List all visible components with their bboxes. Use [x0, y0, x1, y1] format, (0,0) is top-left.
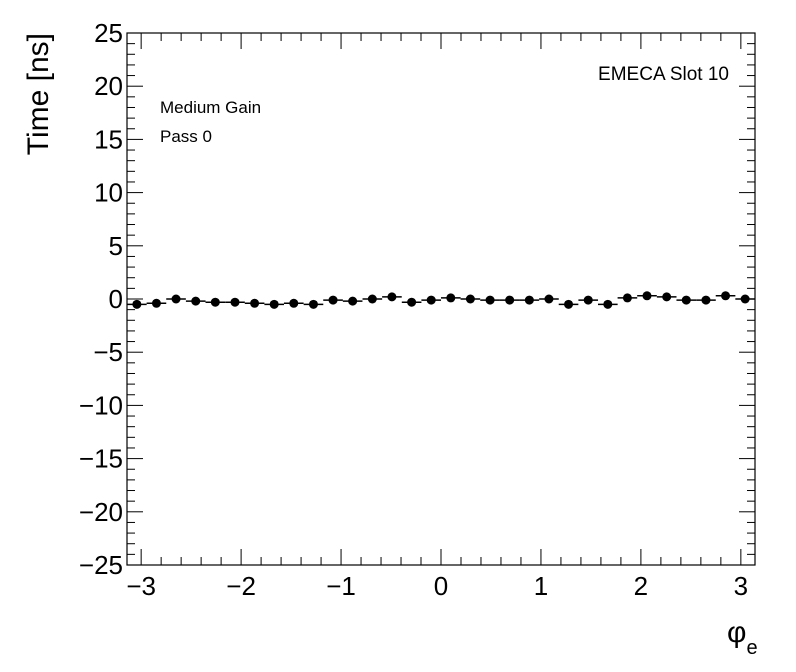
x-axis-title: φe [727, 616, 758, 659]
data-point [446, 293, 456, 303]
data-point [622, 293, 632, 303]
x-tick-label: 1 [534, 571, 548, 601]
x-tick-label: 2 [634, 571, 648, 601]
x-axis-title-subscript: e [746, 637, 757, 659]
y-tick-label: −20 [79, 497, 123, 527]
axis-ticks [127, 32, 755, 566]
data-point [485, 295, 495, 305]
y-tick-label: −15 [79, 444, 123, 474]
data-point [308, 299, 318, 309]
data-point [662, 292, 672, 302]
x-tick-label: 3 [734, 571, 748, 601]
x-tick-label: −1 [326, 571, 356, 601]
data-point [465, 294, 475, 304]
y-tick-label: 20 [94, 71, 123, 101]
data-point [210, 297, 220, 307]
data-point [348, 296, 358, 306]
data-point [701, 295, 711, 305]
y-tick-label: −5 [93, 337, 123, 367]
data-point [564, 299, 574, 309]
data-point [289, 298, 299, 308]
y-tick-label: −25 [79, 550, 123, 580]
data-markers [127, 291, 755, 309]
data-point [171, 294, 181, 304]
y-tick-label: 10 [94, 178, 123, 208]
x-axis-title-main: φ [727, 616, 746, 649]
data-point [681, 295, 691, 305]
data-point [524, 295, 534, 305]
x-tick-label: −2 [226, 571, 256, 601]
x-tick-label: −3 [126, 571, 156, 601]
y-tick-label: 5 [109, 231, 123, 261]
data-point [426, 295, 436, 305]
data-point [269, 299, 279, 309]
data-point [230, 297, 240, 307]
slot-label: EMECA Slot 10 [598, 64, 729, 85]
data-point [367, 294, 377, 304]
y-tick-label: −10 [79, 390, 123, 420]
x-tick-labels: −3 −2 −1 0 1 2 3 [126, 571, 748, 601]
data-point [603, 299, 613, 309]
y-tick-labels: 25 20 15 10 5 0 −5 −10 −15 −20 −25 [79, 18, 123, 580]
data-point [721, 291, 731, 301]
data-point [250, 298, 260, 308]
data-point [583, 295, 593, 305]
data-point [328, 295, 338, 305]
data-point [642, 291, 652, 301]
gain-label: Medium Gain [160, 98, 261, 117]
data-point [191, 296, 201, 306]
data-point [740, 294, 750, 304]
pass-label: Pass 0 [160, 127, 212, 146]
y-tick-label: 0 [109, 284, 123, 314]
y-tick-label: 15 [94, 124, 123, 154]
data-point [132, 299, 142, 309]
data-point [407, 297, 417, 307]
data-point [151, 298, 161, 308]
x-tick-label: 0 [434, 571, 448, 601]
data-point [387, 292, 397, 302]
y-tick-label: 25 [94, 18, 123, 48]
y-axis-title: Time [ns] [22, 33, 55, 155]
data-point [505, 295, 515, 305]
data-point [544, 294, 554, 304]
